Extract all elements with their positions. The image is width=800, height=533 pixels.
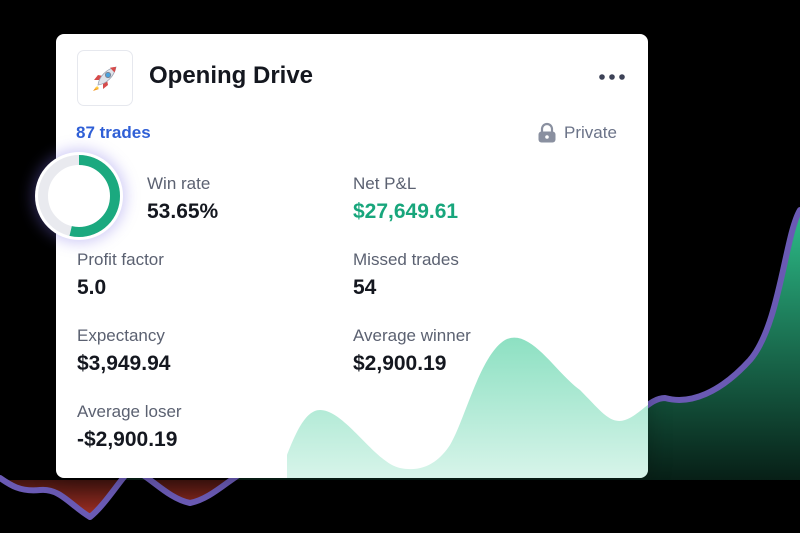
more-options-button[interactable] xyxy=(597,66,627,88)
missed-trades-label: Missed trades xyxy=(353,250,459,269)
card-area-chart xyxy=(287,337,648,478)
average-winner-value: $2,900.19 xyxy=(353,352,447,375)
win-rate-value: 53.65% xyxy=(147,200,219,223)
win-rate-ring xyxy=(35,152,123,240)
net-pnl-label: Net P&L xyxy=(353,174,417,193)
average-loser-value: -$2,900.19 xyxy=(77,428,178,451)
profit-factor-value: 5.0 xyxy=(77,276,107,299)
win-rate-label: Win rate xyxy=(147,174,211,193)
rocket-icon xyxy=(93,66,117,91)
trades-count-link[interactable]: 87 trades xyxy=(76,123,151,142)
privacy-label: Private xyxy=(564,123,617,142)
strategy-title: Opening Drive xyxy=(149,62,314,89)
expectancy-value: $3,949.94 xyxy=(77,352,171,375)
average-loser-label: Average loser xyxy=(77,402,182,421)
strategy-card[interactable]: Opening Drive 87 trades Private Win rate… xyxy=(56,34,648,478)
average-winner-label: Average winner xyxy=(353,326,471,345)
ellipsis-icon xyxy=(599,74,625,80)
net-pnl-value: $27,649.61 xyxy=(353,200,459,223)
profit-factor-label: Profit factor xyxy=(77,250,164,269)
strategy-icon-box xyxy=(77,50,133,106)
expectancy-label: Expectancy xyxy=(77,326,165,345)
win-rate-ring-progress xyxy=(38,155,120,237)
lock-icon xyxy=(538,122,556,143)
card-area-fill xyxy=(287,337,648,478)
missed-trades-value: 54 xyxy=(353,276,377,299)
privacy-indicator: Private xyxy=(537,121,617,145)
